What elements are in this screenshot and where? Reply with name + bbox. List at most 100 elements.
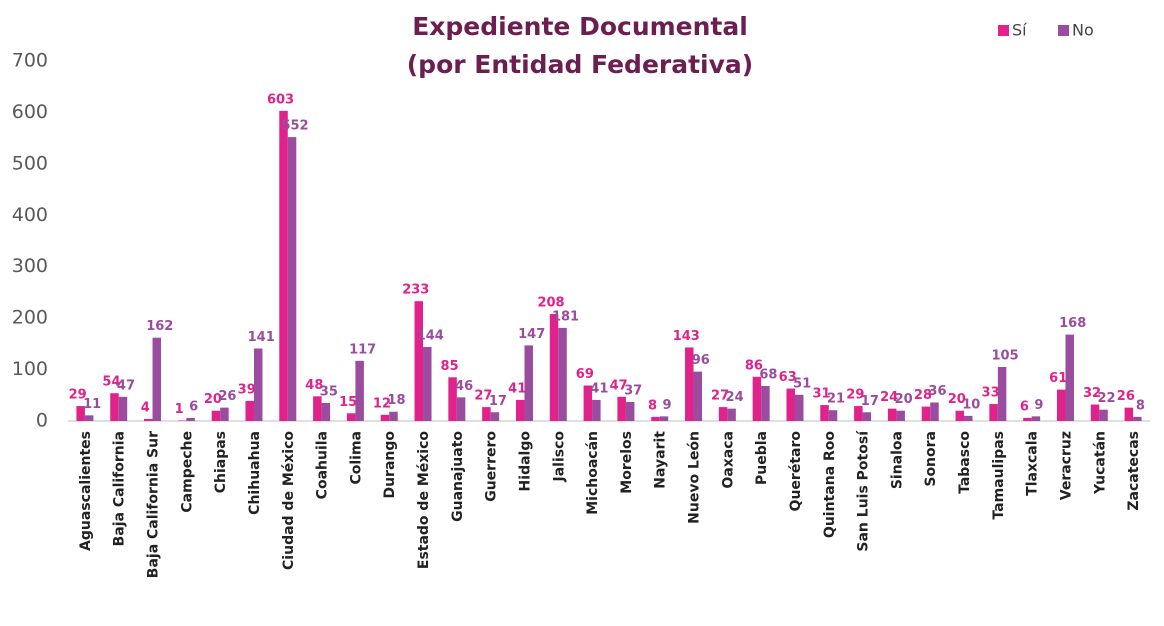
y-tick-label: 400: [12, 204, 48, 226]
value-label: 4: [141, 400, 150, 415]
value-label: 27: [711, 389, 729, 404]
x-tick-label: Tabasco: [957, 431, 973, 494]
y-tick-label: 100: [12, 358, 48, 380]
value-label: 41: [508, 381, 526, 396]
value-label: 31: [812, 387, 830, 402]
value-label: 54: [102, 375, 120, 390]
bar: [355, 360, 364, 421]
bar: [685, 347, 694, 421]
x-tick-label: Baja California: [112, 431, 128, 546]
bar: [118, 396, 128, 421]
x-tick-label: Oaxaca: [720, 431, 736, 489]
value-label: 47: [610, 378, 628, 393]
value-label: 1: [175, 402, 184, 417]
bar: [592, 399, 601, 421]
value-label: 168: [1059, 316, 1086, 331]
value-label: 143: [673, 329, 700, 344]
bar: [761, 386, 770, 421]
bar: [964, 415, 973, 421]
bar: [1031, 416, 1041, 421]
bar: [583, 385, 593, 421]
bar: [989, 404, 998, 421]
x-tick-label: Sonora: [923, 431, 939, 487]
legend-label: Sí: [1012, 21, 1027, 40]
value-label: 22: [1097, 391, 1115, 406]
bar: [456, 397, 466, 421]
bar: [144, 418, 153, 421]
value-label: 47: [117, 378, 135, 393]
x-tick-label: Morelos: [619, 431, 635, 494]
value-label: 26: [1117, 389, 1135, 404]
bar: [482, 407, 491, 421]
x-tick-label: Coahuila: [315, 431, 331, 499]
value-label: 24: [726, 390, 744, 405]
value-label: 603: [267, 92, 294, 107]
value-label: 20: [895, 392, 913, 407]
value-label: 15: [339, 395, 357, 410]
value-label: 17: [861, 394, 879, 409]
x-tick-label: Estado de México: [416, 431, 432, 569]
value-label: 20: [204, 392, 222, 407]
value-label: 117: [349, 342, 376, 357]
bar: [1133, 416, 1142, 421]
bar: [524, 345, 533, 421]
bar: [76, 406, 85, 421]
y-tick-label: 700: [12, 50, 48, 72]
bar: [1090, 404, 1100, 421]
x-tick-label: Nuevo León: [687, 431, 703, 524]
x-tick-label: Durango: [382, 431, 398, 499]
x-tick-label: Baja California Sur: [146, 431, 162, 578]
value-label: 144: [417, 328, 444, 343]
value-label: 85: [441, 359, 459, 374]
value-label: 63: [779, 370, 797, 385]
bar: [752, 376, 762, 421]
value-label: 35: [320, 385, 338, 400]
value-label: 33: [982, 386, 1000, 401]
legend-swatch: [1058, 25, 1069, 36]
x-tick-label: Ciudad de México: [281, 431, 297, 570]
bar: [1124, 407, 1134, 421]
value-label: 8: [648, 398, 657, 413]
value-label: 37: [624, 383, 642, 398]
value-label: 27: [474, 389, 492, 404]
bar: [794, 394, 804, 421]
x-tick-label: Veracruz: [1058, 431, 1074, 500]
value-label: 28: [914, 388, 932, 403]
x-tick-label: Guerrero: [484, 431, 500, 502]
bar: [380, 414, 390, 421]
bar: [862, 412, 872, 421]
bar: [110, 393, 119, 421]
bar: [321, 403, 331, 421]
bar: [253, 348, 263, 421]
value-label: 9: [662, 398, 671, 413]
value-label: 48: [305, 378, 323, 393]
bar: [1065, 334, 1074, 421]
bar: [313, 396, 322, 421]
bar: [659, 416, 669, 421]
bar: [651, 416, 660, 421]
bar: [279, 110, 288, 421]
x-tick-label: Tamaulipas: [991, 431, 1007, 520]
x-tick-label: Campeche: [179, 431, 195, 513]
x-tick-label: Jalisco: [551, 431, 567, 483]
bar: [921, 406, 931, 421]
x-tick-label: Michoacán: [585, 431, 601, 515]
value-label: 21: [827, 392, 845, 407]
value-label: 51: [793, 376, 811, 391]
value-label: 11: [83, 397, 101, 412]
bar: [414, 301, 424, 421]
y-tick-label: 500: [12, 152, 48, 174]
x-tick-label: Aguascalientes: [78, 431, 94, 551]
bar: [1023, 417, 1032, 421]
bar: [549, 314, 559, 421]
legend-swatch: [998, 25, 1009, 36]
value-label: 552: [281, 119, 308, 134]
bar: [896, 410, 905, 421]
bar: [220, 407, 229, 421]
x-tick-label: Nayarit: [653, 431, 669, 489]
bar: [515, 399, 525, 421]
bar: [828, 410, 838, 421]
bar: [423, 346, 432, 421]
value-label: 32: [1083, 386, 1101, 401]
